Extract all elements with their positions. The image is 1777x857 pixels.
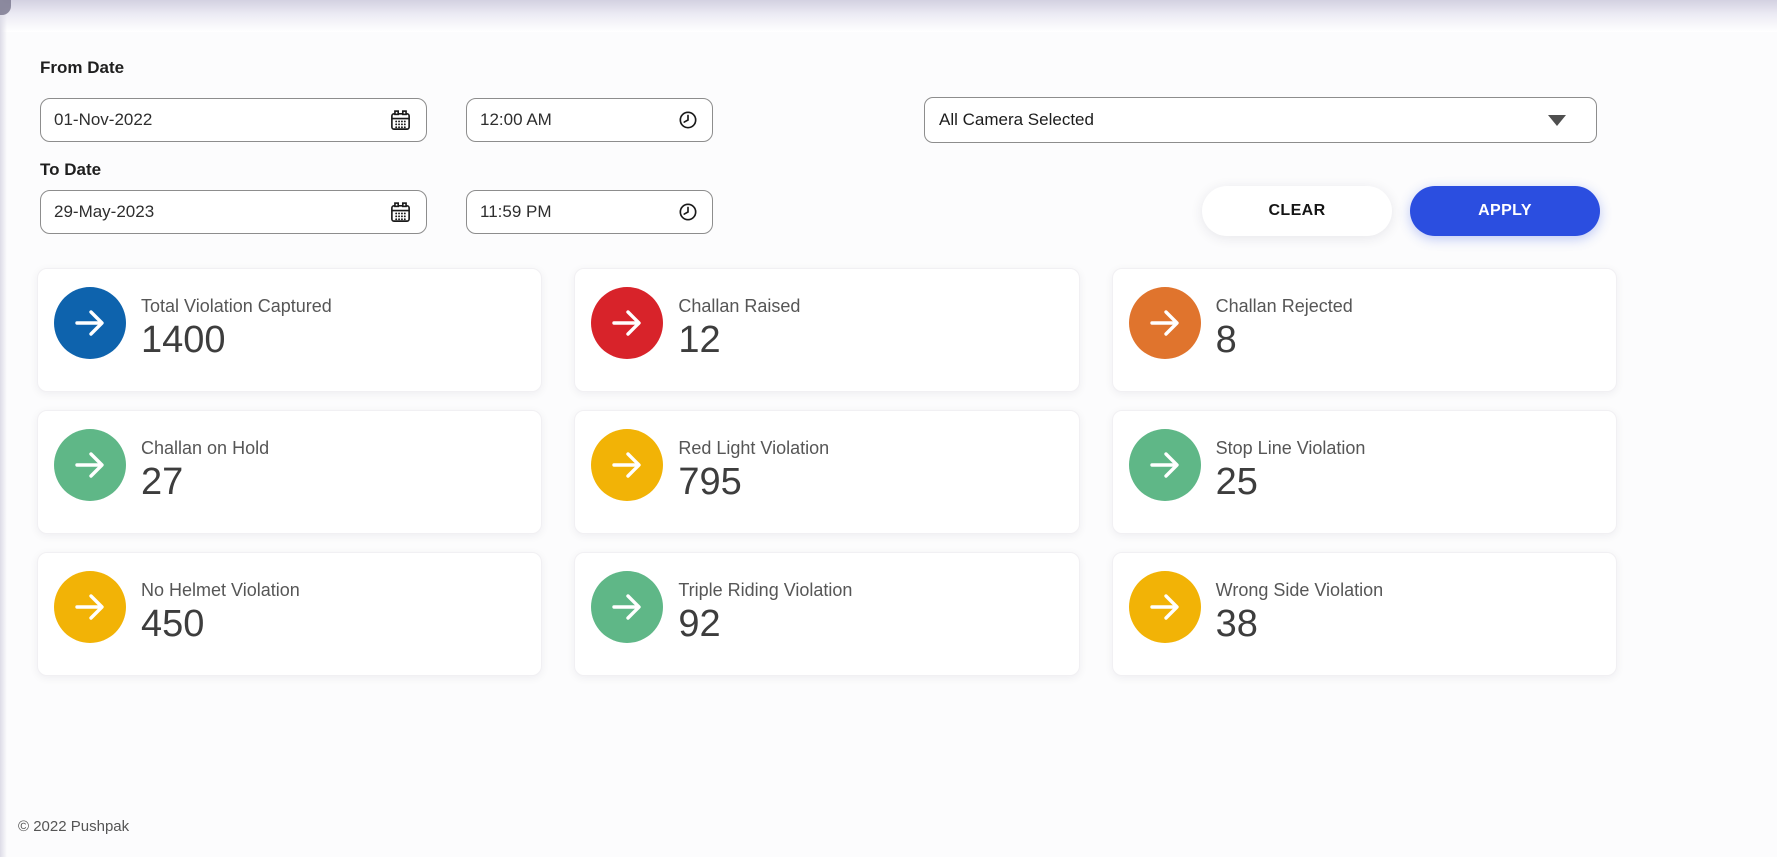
stat-label: Challan Raised bbox=[678, 296, 801, 316]
stat-value: 1400 bbox=[141, 318, 226, 361]
arrow-right-icon bbox=[1128, 429, 1201, 501]
stat-label: Stop Line Violation bbox=[1215, 438, 1366, 458]
arrow-right-icon bbox=[591, 571, 664, 643]
stat-card[interactable]: Total Violation Captured 1400 bbox=[37, 268, 543, 392]
calendar-icon[interactable] bbox=[389, 201, 412, 224]
to-date-value: 29-May-2023 bbox=[54, 202, 155, 221]
calendar-icon[interactable] bbox=[389, 109, 412, 132]
to-date-input[interactable]: 29-May-2023 bbox=[40, 190, 427, 234]
to-time-value: 11:59 PM bbox=[480, 202, 552, 221]
stat-label: Red Light Violation bbox=[678, 438, 830, 458]
arrow-right-icon bbox=[54, 287, 126, 359]
stat-card[interactable]: Challan Raised 12 bbox=[574, 268, 1080, 392]
stat-value: 25 bbox=[1215, 460, 1258, 503]
to-time-input[interactable]: 11:59 PM bbox=[466, 190, 713, 234]
chevron-down-icon bbox=[1548, 114, 1566, 126]
stat-card[interactable]: Red Light Violation 795 bbox=[574, 410, 1080, 534]
clock-icon[interactable] bbox=[678, 110, 698, 130]
stat-label: Challan Rejected bbox=[1215, 296, 1353, 316]
arrow-right-icon bbox=[1128, 287, 1201, 359]
copyright-text: © 2022 Pushpak bbox=[18, 818, 130, 835]
from-time-input[interactable]: 12:00 AM bbox=[466, 98, 713, 142]
stat-value: 8 bbox=[1215, 318, 1237, 361]
stat-label: Challan on Hold bbox=[141, 438, 270, 458]
from-date-input[interactable]: 01-Nov-2022 bbox=[40, 98, 427, 142]
stat-value: 27 bbox=[141, 460, 184, 503]
stat-value: 12 bbox=[678, 318, 721, 361]
stat-card[interactable]: Challan Rejected 8 bbox=[1111, 268, 1617, 392]
stat-value: 38 bbox=[1215, 602, 1258, 645]
stat-card[interactable]: No Helmet Violation 450 bbox=[37, 552, 543, 676]
stat-value: 450 bbox=[141, 602, 205, 645]
stat-label: Triple Riding Violation bbox=[678, 580, 853, 600]
to-date-label: To Date bbox=[40, 160, 102, 179]
from-date-label: From Date bbox=[40, 58, 125, 77]
stat-label: No Helmet Violation bbox=[141, 580, 300, 600]
arrow-right-icon bbox=[1128, 571, 1201, 643]
top-edge-gradient bbox=[0, 0, 1777, 32]
stat-card[interactable]: Challan on Hold 27 bbox=[37, 410, 543, 534]
arrow-right-icon bbox=[54, 571, 126, 643]
stats-grid: Total Violation Captured 1400 Challan Ra… bbox=[37, 268, 1617, 676]
camera-select-value: All Camera Selected bbox=[939, 110, 1094, 129]
arrow-right-icon bbox=[591, 429, 664, 501]
clear-button[interactable]: CLEAR bbox=[1202, 186, 1392, 236]
stat-card[interactable]: Wrong Side Violation 38 bbox=[1111, 552, 1617, 676]
stat-value: 795 bbox=[678, 460, 742, 503]
from-time-value: 12:00 AM bbox=[480, 110, 552, 129]
apply-button[interactable]: APPLY bbox=[1410, 186, 1600, 236]
stat-label: Wrong Side Violation bbox=[1215, 580, 1384, 600]
stat-card[interactable]: Stop Line Violation 25 bbox=[1111, 410, 1617, 534]
stat-label: Total Violation Captured bbox=[141, 296, 332, 316]
stat-card[interactable]: Triple Riding Violation 92 bbox=[574, 552, 1080, 676]
camera-select[interactable]: All Camera Selected bbox=[924, 97, 1597, 143]
from-date-value: 01-Nov-2022 bbox=[54, 110, 153, 129]
clock-icon[interactable] bbox=[678, 202, 698, 222]
arrow-right-icon bbox=[54, 429, 126, 501]
left-edge-gradient bbox=[0, 0, 7, 857]
stat-value: 92 bbox=[678, 602, 721, 645]
window-corner bbox=[0, 0, 11, 15]
arrow-right-icon bbox=[591, 287, 664, 359]
